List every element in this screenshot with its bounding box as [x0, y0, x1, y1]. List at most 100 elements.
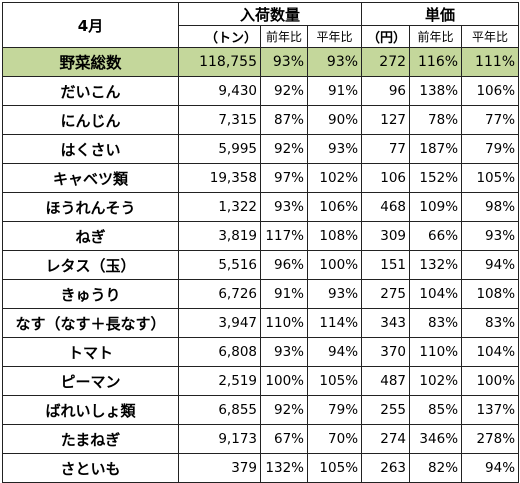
total-row: 野菜総数 118,755 93% 93% 272 116% 111% [2, 47, 520, 77]
table-row: ばれいしょ類 6,855 92% 79% 255 85% 137% [2, 395, 520, 425]
volume-cell: 5,995 [178, 134, 261, 164]
volume-avg-cell: 94% [306, 337, 363, 367]
volume-avg-cell: 106% [306, 192, 363, 222]
volume-unit-header: （トン） [178, 25, 261, 48]
item-name: ピーマン [2, 366, 179, 396]
month-header: 4月 [2, 2, 179, 48]
table-row: トマト 6,808 93% 94% 370 110% 104% [2, 337, 520, 367]
price-cell: 263 [361, 453, 411, 483]
volume-yoy-cell: 87% [260, 105, 308, 135]
table-row: ピーマン 2,519 100% 105% 487 102% 100% [2, 366, 520, 396]
item-name: にんじん [2, 105, 179, 135]
price-avg-cell: 137% [461, 395, 520, 425]
price-yoy-cell: 187% [409, 134, 463, 164]
price-unit-header: （円） [361, 25, 411, 48]
item-name: さといも [2, 453, 179, 483]
volume-avg-cell: 93% [306, 134, 363, 164]
volume-yoy-cell: 91% [260, 279, 308, 309]
item-name: ねぎ [2, 221, 179, 251]
price-cell: 151 [361, 250, 411, 280]
table-row: きゅうり 6,726 91% 93% 275 104% 108% [2, 279, 520, 309]
volume-cell: 6,808 [178, 337, 261, 367]
price-avg-cell: 111% [461, 47, 520, 77]
volume-yoy-cell: 93% [260, 337, 308, 367]
price-cell: 309 [361, 221, 411, 251]
table-row: にんじん 7,315 87% 90% 127 78% 77% [2, 105, 520, 135]
volume-cell: 9,173 [178, 424, 261, 454]
volume-avg-cell: 102% [306, 163, 363, 193]
price-cell: 106 [361, 163, 411, 193]
price-yoy-cell: 104% [409, 279, 463, 309]
volume-yoy-cell: 93% [260, 47, 308, 77]
price-cell: 96 [361, 76, 411, 106]
volume-cell: 118,755 [178, 47, 261, 77]
price-avg-cell: 79% [461, 134, 520, 164]
table-row: はくさい 5,995 92% 93% 77 187% 79% [2, 134, 520, 164]
item-name: ばれいしょ類 [2, 395, 179, 425]
header-row: 4月 入荷数量 単価 [2, 2, 520, 48]
volume-yoy-cell: 67% [260, 424, 308, 454]
volume-cell: 6,855 [178, 395, 261, 425]
price-yoy-cell: 102% [409, 366, 463, 396]
price-yoy-cell: 116% [409, 47, 463, 77]
table-row: ねぎ 3,819 117% 108% 309 66% 93% [2, 221, 520, 251]
volume-cell: 5,516 [178, 250, 261, 280]
volume-cell: 1,322 [178, 192, 261, 222]
item-name: キャベツ類 [2, 163, 179, 193]
price-yoy-cell: 152% [409, 163, 463, 193]
table-row: ほうれんそう 1,322 93% 106% 468 109% 98% [2, 192, 520, 222]
volume-avg-cell: 91% [306, 76, 363, 106]
price-yoy-cell: 110% [409, 337, 463, 367]
item-name: たまねぎ [2, 424, 179, 454]
price-yoy-cell: 346% [409, 424, 463, 454]
volume-avg-cell: 70% [306, 424, 363, 454]
volume-avg-cell: 93% [306, 279, 363, 309]
price-yoy-cell: 83% [409, 308, 463, 338]
volume-yoy-cell: 132% [260, 453, 308, 483]
item-name: だいこん [2, 76, 179, 106]
volume-group-header: 入荷数量 [177, 2, 363, 26]
price-cell: 77 [361, 134, 411, 164]
table-row: さといも 379 132% 105% 263 82% 94% [2, 453, 520, 483]
volume-yoy-cell: 97% [260, 163, 308, 193]
price-cell: 275 [361, 279, 411, 309]
volume-avg-cell: 114% [306, 308, 363, 338]
item-name: 野菜総数 [2, 47, 179, 77]
volume-yoy-cell: 92% [260, 76, 308, 106]
price-cell: 127 [361, 105, 411, 135]
volume-cell: 6,726 [178, 279, 261, 309]
price-cell: 274 [361, 424, 411, 454]
price-yoy-cell: 132% [409, 250, 463, 280]
volume-avg-cell: 105% [306, 453, 363, 483]
item-name: トマト [2, 337, 179, 367]
price-avg-cell: 77% [461, 105, 520, 135]
volume-cell: 9,430 [178, 76, 261, 106]
volume-yoy-cell: 96% [260, 250, 308, 280]
volume-yoy-cell: 93% [260, 192, 308, 222]
price-cell: 468 [361, 192, 411, 222]
volume-cell: 7,315 [178, 105, 261, 135]
price-avg-cell: 105% [461, 163, 520, 193]
volume-cell: 2,519 [178, 366, 261, 396]
item-name: レタス（玉） [2, 250, 179, 280]
volume-avg-cell: 90% [306, 105, 363, 135]
price-avg-cell: 94% [461, 453, 520, 483]
volume-avg-cell: 105% [306, 366, 363, 396]
price-avg-cell: 83% [461, 308, 520, 338]
price-avg-header: 平年比 [461, 25, 520, 48]
price-cell: 370 [361, 337, 411, 367]
price-cell: 343 [361, 308, 411, 338]
item-name: はくさい [2, 134, 179, 164]
volume-yoy-cell: 100% [260, 366, 308, 396]
table-row: キャベツ類 19,358 97% 102% 106 152% 105% [2, 163, 520, 193]
subheader-row: （トン） 前年比 平年比 （円） 前年比 平年比 [3, 25, 520, 48]
price-yoy-cell: 78% [409, 105, 463, 135]
price-yoy-cell: 66% [409, 221, 463, 251]
price-yoy-cell: 109% [409, 192, 463, 222]
volume-yoy-header: 前年比 [260, 25, 308, 48]
volume-cell: 19,358 [178, 163, 261, 193]
price-yoy-header: 前年比 [409, 25, 463, 48]
volume-yoy-cell: 110% [260, 308, 308, 338]
volume-avg-cell: 100% [306, 250, 363, 280]
